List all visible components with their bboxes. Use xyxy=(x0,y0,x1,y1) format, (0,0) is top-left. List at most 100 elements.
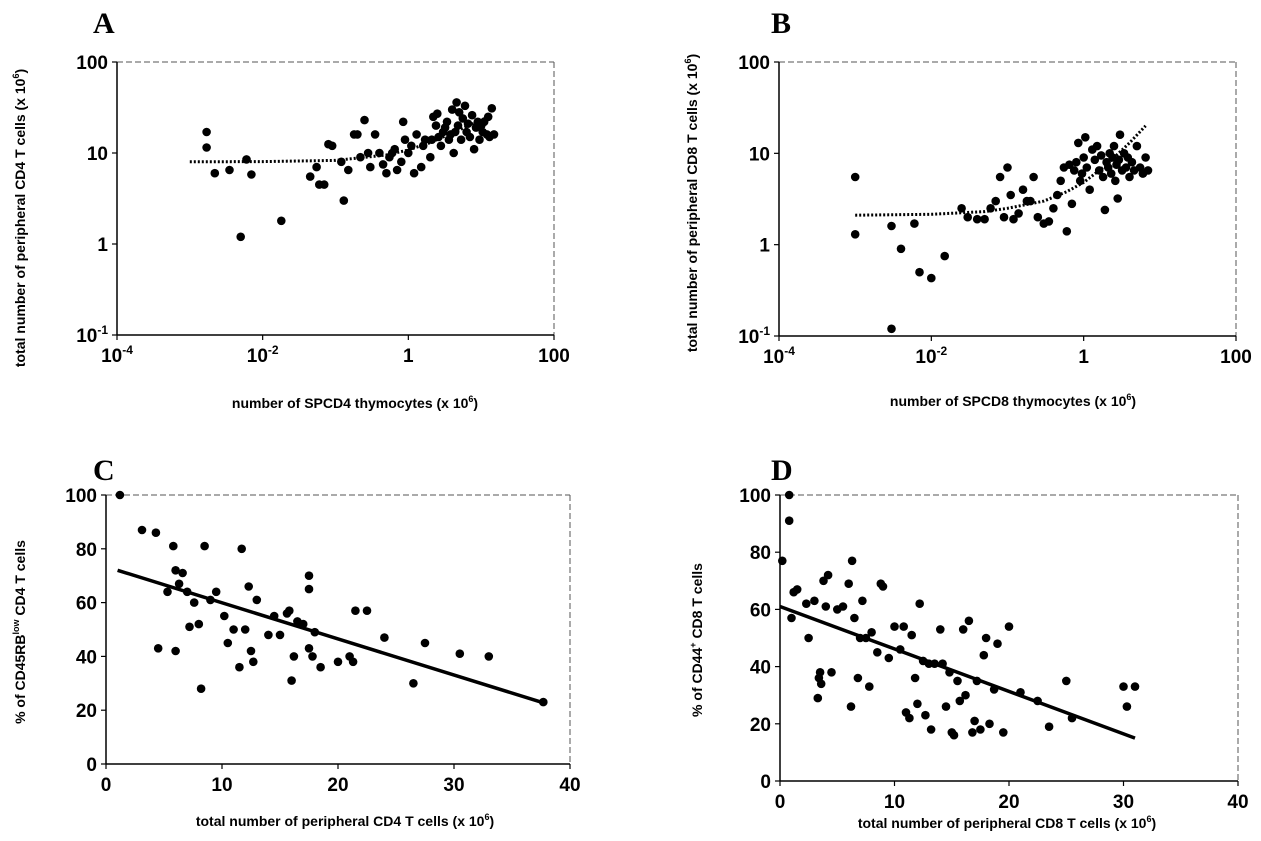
panel-d: D 0 10 20 30 40 0 20 40 60 80 100 total number of … xyxy=(688,454,1249,831)
data-point xyxy=(976,725,985,734)
data-point xyxy=(225,165,234,175)
data-point xyxy=(930,659,939,668)
x-tick-label: 100 xyxy=(1220,347,1252,368)
y-tick-label: 20 xyxy=(76,701,97,722)
data-point xyxy=(1090,155,1100,165)
data-point xyxy=(1127,157,1137,167)
data-point xyxy=(1069,166,1079,175)
data-point xyxy=(963,212,972,222)
data-point xyxy=(1132,141,1142,151)
data-point xyxy=(289,652,299,661)
panel-a-x-axis-label: number of SPCD4 thymocytes (x 106) xyxy=(232,394,478,411)
y-tick-label: 1 xyxy=(97,235,108,256)
data-point xyxy=(431,121,441,130)
data-point xyxy=(153,644,163,653)
data-point xyxy=(810,596,819,606)
data-point xyxy=(453,121,463,130)
y-tick-label: 80 xyxy=(750,543,771,564)
data-point xyxy=(467,110,477,120)
data-point xyxy=(1072,157,1081,167)
data-point xyxy=(913,699,922,709)
data-point xyxy=(850,230,860,239)
x-tick-label: 30 xyxy=(443,775,464,796)
data-point xyxy=(202,143,211,152)
data-point xyxy=(921,710,930,720)
data-point xyxy=(185,622,194,632)
data-point xyxy=(436,141,446,151)
x-tick-label: 40 xyxy=(559,775,580,796)
data-point xyxy=(985,719,994,729)
data-point xyxy=(865,682,874,691)
data-point xyxy=(1009,214,1018,224)
data-point xyxy=(397,157,406,167)
data-point xyxy=(390,144,400,154)
data-point xyxy=(310,627,320,637)
data-point xyxy=(460,101,470,111)
data-point xyxy=(784,490,794,500)
data-point xyxy=(784,516,794,525)
data-point xyxy=(1029,172,1038,182)
data-point xyxy=(456,135,466,144)
data-point xyxy=(1067,713,1077,723)
data-point xyxy=(348,657,358,667)
panel-b-y-axis-label: total number of peripheral CD8 T cells (… xyxy=(683,54,700,352)
data-point xyxy=(821,602,831,611)
data-point xyxy=(1085,185,1094,194)
data-point xyxy=(206,595,215,605)
data-point xyxy=(375,148,384,158)
data-point xyxy=(407,141,416,151)
data-point xyxy=(137,525,147,535)
data-point xyxy=(319,180,329,189)
data-point xyxy=(465,132,475,142)
data-point xyxy=(378,160,388,169)
data-point xyxy=(1111,176,1120,186)
data-point xyxy=(838,602,848,611)
data-point xyxy=(1141,153,1150,162)
data-point xyxy=(957,204,966,213)
x-tick-label: 1 xyxy=(1078,347,1089,368)
data-point xyxy=(1109,141,1119,151)
data-point xyxy=(240,625,250,634)
data-point xyxy=(1106,169,1116,178)
data-point xyxy=(211,587,221,597)
data-point xyxy=(961,690,970,700)
data-point xyxy=(827,668,836,677)
data-point xyxy=(409,168,419,178)
data-point xyxy=(427,135,437,144)
data-point xyxy=(915,267,924,277)
y-tick-label: 100 xyxy=(76,53,108,74)
data-point xyxy=(285,606,294,615)
data-point xyxy=(484,652,494,661)
data-point xyxy=(993,639,1002,648)
data-point xyxy=(1067,199,1077,209)
data-point xyxy=(305,172,315,181)
data-point xyxy=(910,219,919,228)
data-point xyxy=(884,653,894,663)
data-point xyxy=(989,685,999,694)
data-point xyxy=(351,606,360,615)
data-point xyxy=(899,622,908,631)
x-tick-label: 10-4 xyxy=(101,343,133,367)
data-point xyxy=(1004,622,1014,631)
data-point xyxy=(915,599,924,608)
data-point xyxy=(229,625,238,634)
data-point xyxy=(804,633,813,643)
data-point xyxy=(1074,138,1083,148)
data-point xyxy=(858,596,867,606)
data-point xyxy=(412,130,421,139)
data-point xyxy=(890,622,899,631)
data-point xyxy=(887,221,896,231)
y-tick-label: 80 xyxy=(76,540,97,561)
panel-b-plot-area: 10-4 10-2 1 100 10-1 1 10 100 xyxy=(738,53,1252,368)
data-point xyxy=(910,673,920,683)
data-point xyxy=(995,172,1005,182)
data-point xyxy=(452,98,461,107)
data-point xyxy=(304,644,314,653)
data-point xyxy=(981,633,991,643)
data-point xyxy=(1044,217,1054,226)
x-tick-label: 10-2 xyxy=(915,344,947,368)
data-point xyxy=(792,585,802,594)
panel-d-letter: D xyxy=(771,454,793,487)
data-point xyxy=(171,566,180,575)
